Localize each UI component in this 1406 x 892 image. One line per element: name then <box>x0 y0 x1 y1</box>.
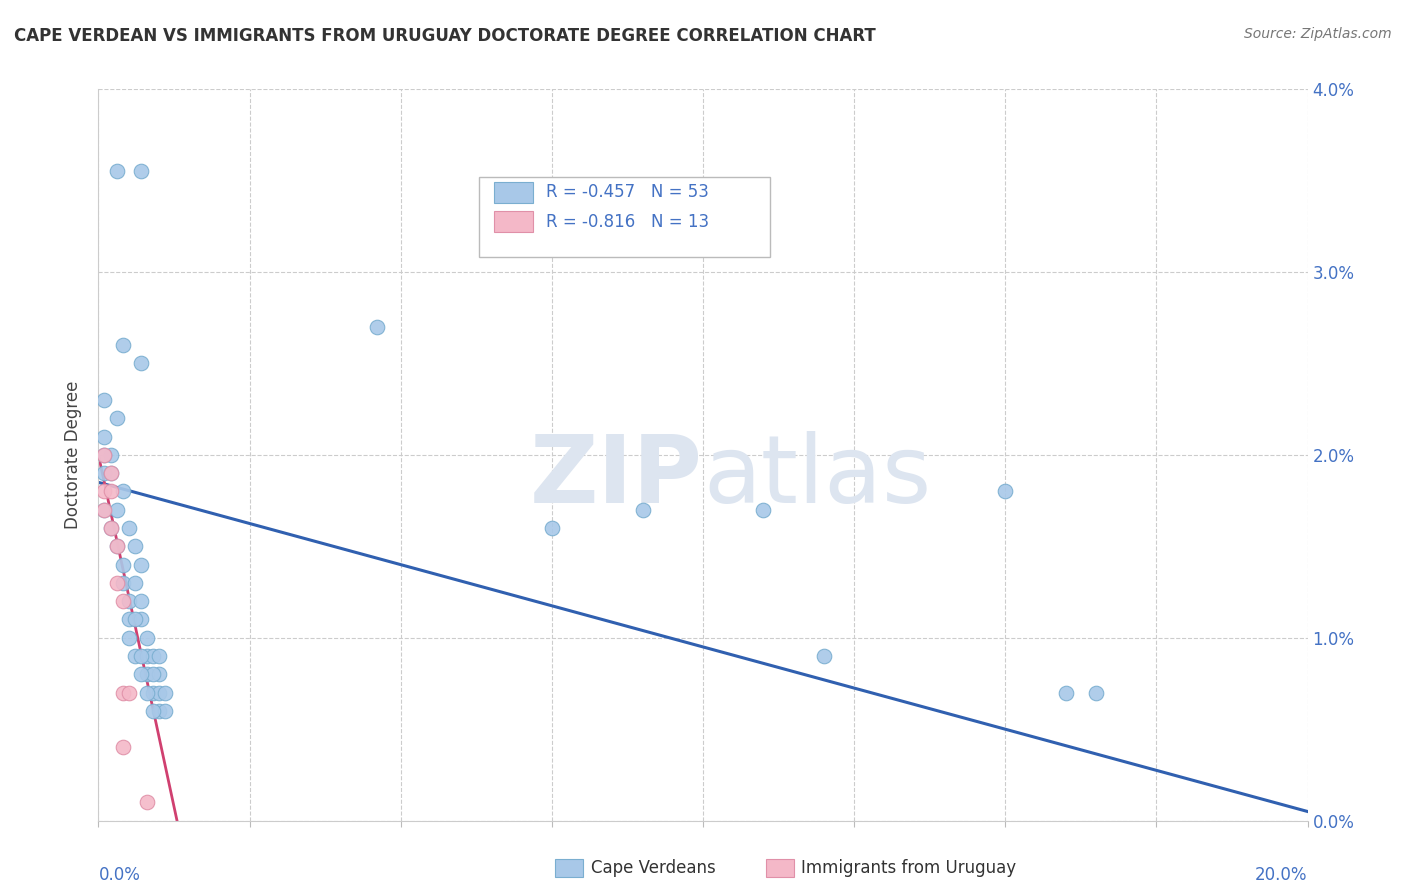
Text: CAPE VERDEAN VS IMMIGRANTS FROM URUGUAY DOCTORATE DEGREE CORRELATION CHART: CAPE VERDEAN VS IMMIGRANTS FROM URUGUAY … <box>14 27 876 45</box>
Point <box>111 740 134 755</box>
Point <box>752 502 775 516</box>
Point <box>100 448 122 462</box>
Point <box>124 613 146 627</box>
Point <box>118 631 141 645</box>
Point <box>111 484 134 499</box>
Point <box>1054 685 1077 699</box>
Point <box>148 704 170 718</box>
Point <box>142 667 165 681</box>
Point <box>93 429 115 443</box>
Point <box>129 613 152 627</box>
Point <box>1085 685 1108 699</box>
Point <box>105 411 128 425</box>
Point <box>105 576 128 591</box>
Text: 20.0%: 20.0% <box>1256 866 1308 884</box>
Point <box>105 539 128 553</box>
Point <box>111 685 134 699</box>
Point <box>135 796 157 810</box>
Point <box>153 704 176 718</box>
Point <box>994 484 1017 499</box>
Point <box>135 685 157 699</box>
Point <box>111 594 134 608</box>
Point <box>93 502 115 516</box>
Point <box>93 466 115 480</box>
Point <box>118 685 141 699</box>
Point <box>142 704 165 718</box>
Point <box>93 392 115 407</box>
Point <box>118 613 141 627</box>
Point <box>100 521 122 535</box>
Point <box>129 649 152 664</box>
Text: 0.0%: 0.0% <box>98 866 141 884</box>
FancyBboxPatch shape <box>494 182 533 202</box>
Text: ZIP: ZIP <box>530 431 703 523</box>
Point <box>148 667 170 681</box>
Text: Immigrants from Uruguay: Immigrants from Uruguay <box>801 859 1017 877</box>
Point <box>148 649 170 664</box>
Point <box>111 576 134 591</box>
Y-axis label: Doctorate Degree: Doctorate Degree <box>65 381 83 529</box>
FancyBboxPatch shape <box>494 211 533 232</box>
Point <box>135 667 157 681</box>
Text: atlas: atlas <box>703 431 931 523</box>
Point <box>105 539 128 553</box>
Point <box>813 649 835 664</box>
Point <box>129 164 152 178</box>
Point <box>105 164 128 178</box>
Point <box>100 521 122 535</box>
Point <box>105 502 128 516</box>
Point <box>93 484 115 499</box>
Point <box>129 667 152 681</box>
Point <box>135 631 157 645</box>
Point <box>111 558 134 572</box>
Point <box>129 356 152 371</box>
Point <box>93 448 115 462</box>
Point <box>148 685 170 699</box>
Point <box>124 576 146 591</box>
Point <box>93 502 115 516</box>
Point <box>100 466 122 480</box>
Point <box>100 466 122 480</box>
Point <box>129 558 152 572</box>
Point <box>124 649 146 664</box>
Point <box>118 521 141 535</box>
Text: R = -0.816   N = 13: R = -0.816 N = 13 <box>546 212 709 231</box>
Text: R = -0.457   N = 53: R = -0.457 N = 53 <box>546 184 709 202</box>
FancyBboxPatch shape <box>479 177 769 258</box>
Point <box>124 539 146 553</box>
Point <box>93 448 115 462</box>
Point <box>142 649 165 664</box>
Point <box>111 338 134 352</box>
Point <box>118 594 141 608</box>
Point <box>153 685 176 699</box>
Point <box>142 685 165 699</box>
Point <box>135 649 157 664</box>
Point <box>631 502 654 516</box>
Point <box>129 594 152 608</box>
Point <box>540 521 562 535</box>
Text: Source: ZipAtlas.com: Source: ZipAtlas.com <box>1244 27 1392 41</box>
Point <box>100 484 122 499</box>
Text: Cape Verdeans: Cape Verdeans <box>591 859 716 877</box>
Point <box>366 320 388 334</box>
